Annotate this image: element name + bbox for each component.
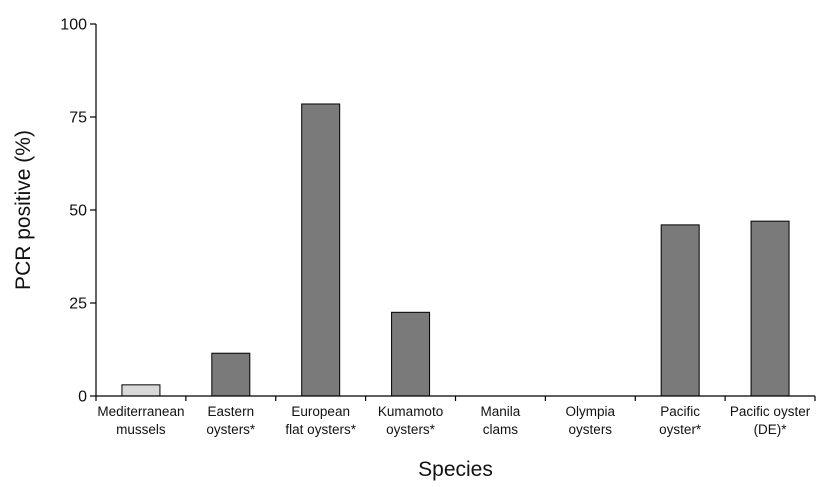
y-tick-label: 0	[78, 389, 87, 406]
bar	[391, 311, 431, 397]
x-category-label: Olympia oysters	[566, 404, 616, 437]
y-tick-label: 100	[60, 17, 87, 34]
bar	[660, 224, 700, 397]
bar	[121, 384, 161, 397]
x-axis-title: Species	[418, 458, 493, 481]
x-category-label: Pacific oyster*	[659, 404, 702, 437]
x-labels-group: Mediterranean mussels Eastern oysters* Europ…	[95, 396, 816, 437]
x-category-label: Eastern oysters*	[206, 404, 256, 437]
y-tick-label: 25	[69, 296, 87, 313]
y-ticks-group: 0 25 50 75 100	[60, 17, 96, 406]
bar	[750, 220, 790, 397]
bar	[301, 103, 341, 397]
x-category-label: Pacific oyster (DE)*	[730, 404, 811, 437]
y-axis-title: PCR positive (%)	[12, 130, 35, 290]
x-category-label: Manila clams	[481, 404, 521, 437]
bars-group	[121, 103, 790, 397]
y-tick-label: 75	[69, 110, 87, 127]
x-category-label: Mediterranean mussels	[97, 404, 184, 437]
bar	[211, 352, 251, 397]
x-category-label: European flat oysters*	[285, 404, 356, 437]
x-category-label: Kumamoto oysters*	[378, 404, 443, 437]
y-tick-label: 50	[69, 203, 87, 220]
